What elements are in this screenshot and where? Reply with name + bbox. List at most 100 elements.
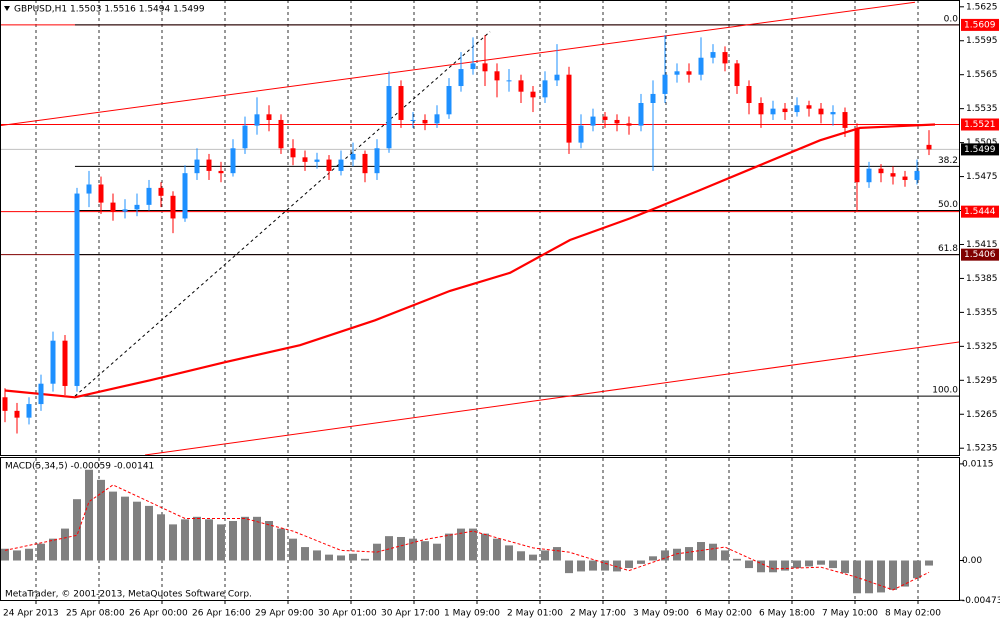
candle-body	[782, 108, 788, 113]
candle-body	[602, 116, 608, 120]
macd-bar	[349, 553, 358, 561]
candle-body	[74, 193, 80, 386]
macd-bar	[565, 560, 574, 574]
x-tick-label: 26 Apr 00:00	[129, 609, 188, 619]
macd-bar	[913, 560, 922, 579]
y-tick-label: 1.5415	[966, 240, 998, 250]
candle-body	[698, 57, 704, 75]
x-tick-label: 6 May 02:00	[696, 609, 752, 619]
y-tick-label: 0.0115	[962, 459, 994, 469]
macd-bar	[169, 524, 178, 561]
candle-body	[458, 69, 464, 87]
candle-body	[866, 168, 872, 183]
candle-body	[746, 86, 752, 103]
macd-bar	[97, 479, 106, 561]
candle-body	[530, 91, 536, 98]
macd-bar	[397, 536, 406, 561]
macd-bar	[277, 528, 286, 561]
macd-bar	[493, 538, 502, 561]
macd-bar	[685, 547, 694, 561]
candle-body	[170, 195, 176, 219]
candle-body	[122, 209, 128, 212]
current-price-box	[961, 143, 999, 156]
macd-bar	[709, 543, 718, 561]
x-tick-label: 30 Apr 01:00	[318, 609, 377, 619]
macd-bar	[445, 533, 454, 561]
candle-body	[542, 80, 548, 98]
macd-bar	[649, 556, 658, 561]
candle-body	[446, 86, 452, 115]
candle-body	[674, 71, 680, 75]
y-tick-label: 1.5265	[966, 410, 998, 420]
macd-bar	[37, 543, 46, 561]
macd-signal	[4, 484, 930, 591]
candle-body	[434, 114, 440, 124]
macd-bar	[733, 558, 742, 561]
candle-body	[734, 63, 740, 87]
macd-bar	[337, 555, 346, 561]
x-tick-label: 8 May 02:00	[885, 609, 941, 619]
candle-body	[686, 71, 692, 75]
candle-body	[470, 63, 476, 70]
macd-bar	[481, 533, 490, 561]
candle-body	[890, 173, 896, 177]
candle-body	[386, 86, 392, 149]
candle-body	[926, 144, 932, 150]
macd-bar	[433, 543, 442, 561]
price-frame	[0, 0, 960, 456]
macd-bar	[229, 521, 238, 561]
candle-body	[758, 102, 764, 115]
macd-bar	[109, 491, 118, 561]
macd-bar	[133, 501, 142, 561]
macd-bar	[301, 547, 310, 561]
price-level-label: 1.5521	[964, 120, 996, 130]
price-panel	[0, 1, 960, 455]
macd-bar	[697, 542, 706, 561]
y-tick-label: 1.5475	[966, 172, 998, 182]
fib-label: 0.0	[944, 14, 959, 24]
y-tick-label: 1.5355	[966, 308, 998, 318]
x-tick-label: 25 Apr 08:00	[66, 609, 125, 619]
candle-body	[230, 148, 236, 174]
fib-label: 61.8	[938, 244, 958, 254]
macd-bar	[205, 519, 214, 561]
y-tick-label: 1.5385	[966, 274, 998, 284]
candle-body	[878, 168, 884, 174]
candle-body	[494, 71, 500, 81]
macd-bar	[181, 519, 190, 561]
current-price-label: 1.5499	[964, 145, 996, 155]
candle-body	[842, 112, 848, 128]
macd-bar	[1, 548, 10, 561]
macd-bar	[313, 550, 322, 561]
candle-body	[14, 410, 20, 418]
y-tick-label: 1.5325	[966, 342, 998, 352]
macd-bar	[805, 560, 814, 567]
x-tick-label: 2 May 01:00	[507, 609, 563, 619]
macd-bar	[613, 560, 622, 572]
macd-bar	[577, 560, 586, 572]
macd-bar	[601, 560, 610, 571]
macd-bar	[553, 547, 562, 561]
candle-body	[362, 153, 368, 174]
macd-bar	[325, 554, 334, 561]
candle-body	[578, 125, 584, 143]
candle-body	[566, 74, 572, 143]
macd-bar	[793, 560, 802, 569]
trendline	[74, 31, 491, 397]
candle-body	[98, 184, 104, 203]
grid	[35, 0, 919, 600]
candle-body	[62, 340, 68, 386]
macd-bar	[13, 550, 22, 561]
candle-body	[134, 204, 140, 210]
candle-body	[554, 74, 560, 81]
candle-body	[194, 159, 200, 174]
candle-body	[146, 187, 152, 205]
candle-body	[722, 52, 728, 64]
y-tick-label: 1.5235	[966, 444, 998, 454]
macd-bar	[589, 560, 598, 571]
menu-icon[interactable]	[4, 6, 10, 11]
candle-body	[218, 170, 224, 174]
candle-body	[206, 159, 212, 171]
macd-bar	[889, 560, 898, 590]
